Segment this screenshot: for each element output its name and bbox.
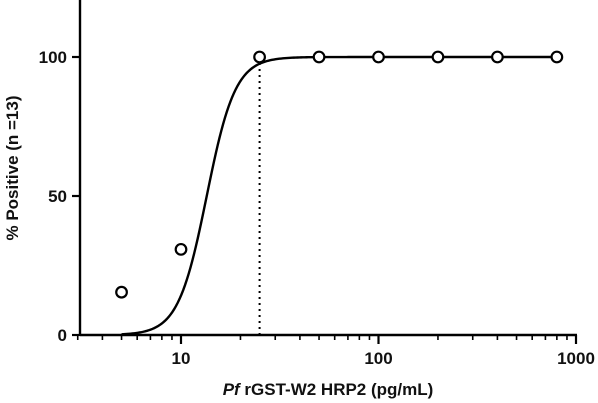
x-axis-title: Pf rGST-W2 HRP2 (pg/mL): [223, 380, 434, 399]
data-point: [115, 285, 128, 299]
fit-curve-group: [121, 55, 557, 336]
y-tick-label: 0: [58, 326, 67, 345]
x-axis-title-italic: Pf: [223, 380, 242, 399]
data-point: [372, 50, 385, 64]
x-tick-label: 1000: [557, 349, 595, 368]
x-tick-label: 100: [364, 349, 392, 368]
data-point: [491, 50, 504, 64]
data-point: [312, 50, 326, 64]
ticks-group: 0 50 100 10 100 1000: [39, 48, 595, 368]
axes-group: [78, 0, 577, 337]
y-tick-label: 50: [48, 187, 67, 206]
x-axis-title-rest: rGST-W2 HRP2 (pg/mL): [240, 380, 434, 399]
y-tick-label: 100: [39, 48, 67, 67]
data-points-group: [115, 50, 564, 299]
x-tick-label: 10: [172, 349, 191, 368]
data-point: [431, 50, 445, 64]
data-point: [550, 50, 564, 64]
y-axis-title: % Positive (n =13): [3, 95, 22, 240]
data-point: [253, 50, 266, 64]
fit-curve: [121, 55, 557, 336]
data-point: [174, 242, 188, 256]
